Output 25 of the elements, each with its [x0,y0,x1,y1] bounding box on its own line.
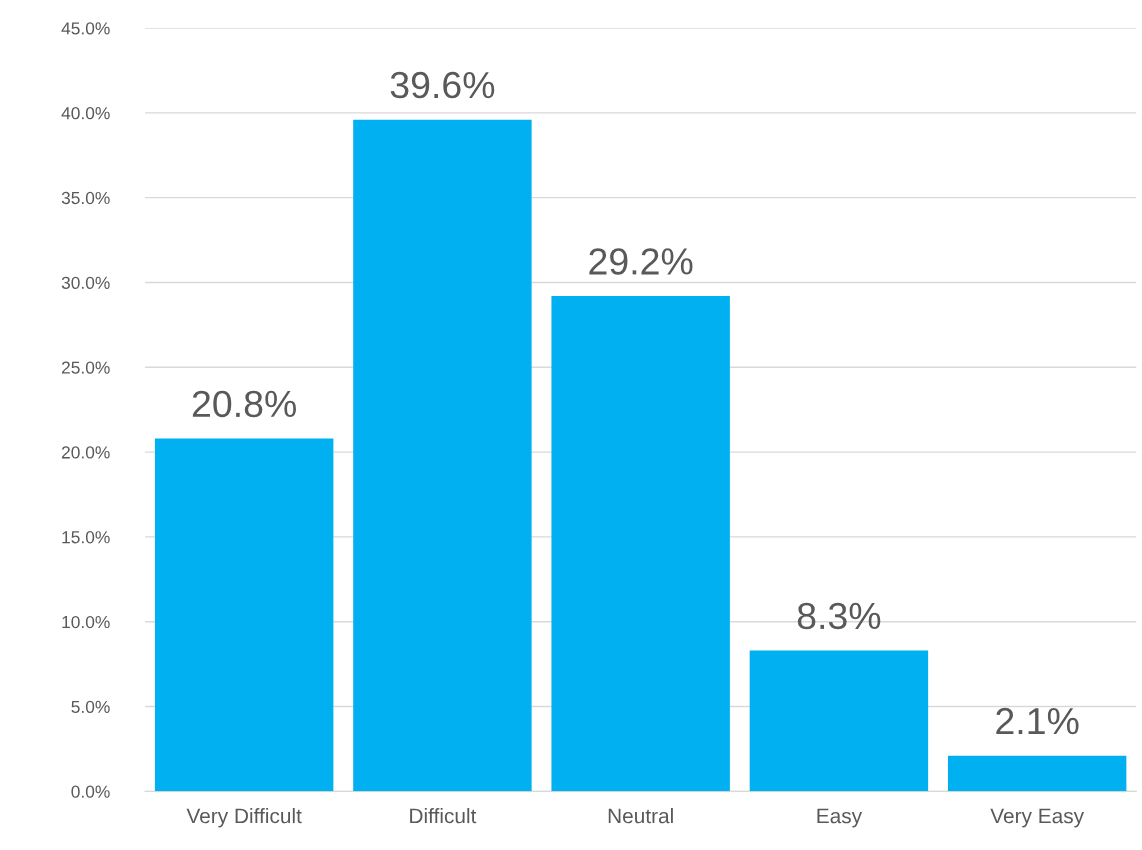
bar [749,650,929,792]
y-tick-label: 0.0% [71,785,110,798]
y-tick-label: 45.0% [61,22,110,35]
bar [154,438,334,792]
x-tick-label: Neutral [608,808,673,824]
bar [551,296,730,792]
data-label: 2.1% [996,707,1079,735]
x-tick-label: Very Easy [990,808,1085,828]
data-label: 8.3% [797,602,881,630]
data-label: 20.8% [192,390,296,418]
x-tick-label: Difficult [410,808,477,824]
y-tick-label: 15.0% [62,531,110,544]
y-tick-label: 5.0% [71,700,110,713]
y-tick-label: 20.0% [61,446,110,459]
y-tick-label: 35.0% [61,191,110,205]
y-tick-label: 40.0% [61,107,110,120]
data-label: 29.2% [589,248,693,275]
bar [353,119,532,792]
x-tick-label: Very Difficult [186,808,302,828]
y-tick-label: 10.0% [62,615,110,629]
y-tick-label: 30.0% [61,276,110,289]
data-label: 39.6% [390,71,495,99]
bar [947,755,1127,792]
y-tick-label: 25.0% [61,361,110,374]
x-tick-label: Easy [817,808,863,828]
